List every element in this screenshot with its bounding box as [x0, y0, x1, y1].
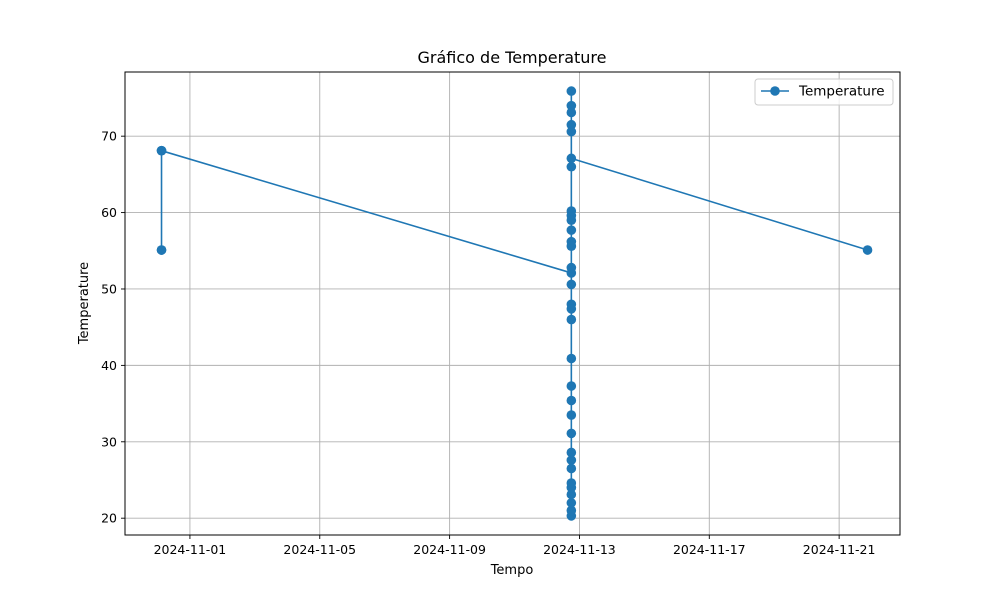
y-tick-label: 30	[101, 434, 117, 449]
y-tick-label: 60	[101, 205, 117, 220]
x-axis-label: Tempo	[490, 563, 534, 578]
data-point	[566, 153, 577, 164]
plot-frame	[124, 71, 901, 536]
x-tick-label: 2024-11-13	[543, 542, 616, 557]
plot-background	[125, 72, 900, 535]
y-tick-label: 40	[101, 358, 117, 373]
x-tick-label: 2024-11-17	[673, 542, 746, 557]
data-point	[566, 161, 577, 172]
data-point	[566, 262, 577, 273]
data-point	[566, 304, 577, 314]
data-point	[566, 215, 577, 226]
data-point	[566, 498, 577, 508]
legend-frame	[754, 78, 894, 106]
data-point	[566, 447, 577, 458]
x-tick-label: 2024-11-01	[154, 542, 227, 557]
data-point	[566, 119, 577, 130]
legend-label: Temperature	[798, 84, 885, 100]
axis-ticks: 2024-11-01 2024-11-05 2024-11-09 2024-11-13…	[101, 129, 875, 557]
data-point	[566, 241, 577, 251]
data-point	[566, 107, 577, 118]
data-point	[566, 395, 577, 406]
data-point	[566, 455, 577, 465]
data-point	[566, 463, 577, 474]
data-point	[566, 428, 577, 439]
grid-lines	[125, 72, 900, 535]
data-point	[566, 353, 577, 364]
data-point	[566, 381, 577, 391]
data-point	[156, 145, 167, 156]
data-point	[862, 245, 873, 255]
data-point	[566, 505, 577, 516]
data-point	[566, 126, 577, 137]
data-point	[566, 314, 577, 325]
legend: Temperature	[754, 78, 894, 106]
data-point	[566, 489, 577, 500]
data-point	[566, 478, 577, 488]
data-point	[566, 86, 577, 96]
data-point	[566, 100, 577, 111]
legend-marker-swatch	[770, 86, 780, 96]
data-point	[566, 279, 577, 290]
data-point	[566, 225, 577, 235]
y-tick-label: 50	[101, 281, 117, 296]
series-layer	[156, 86, 873, 521]
y-axis-label: Temperature	[77, 262, 92, 345]
x-tick-label: 2024-11-21	[803, 542, 876, 557]
chart-title: Gráfico de Temperature	[418, 48, 607, 67]
y-tick-label: 20	[101, 511, 117, 526]
x-tick-label: 2024-11-05	[283, 542, 356, 557]
data-point	[566, 410, 577, 420]
data-point	[156, 245, 167, 255]
x-tick-label: 2024-11-09	[413, 542, 486, 557]
y-tick-label: 70	[101, 129, 117, 144]
